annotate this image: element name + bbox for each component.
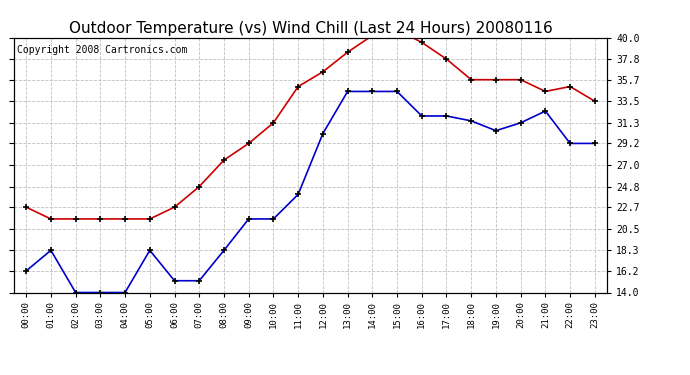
Text: Copyright 2008 Cartronics.com: Copyright 2008 Cartronics.com xyxy=(17,45,187,55)
Title: Outdoor Temperature (vs) Wind Chill (Last 24 Hours) 20080116: Outdoor Temperature (vs) Wind Chill (Las… xyxy=(68,21,553,36)
